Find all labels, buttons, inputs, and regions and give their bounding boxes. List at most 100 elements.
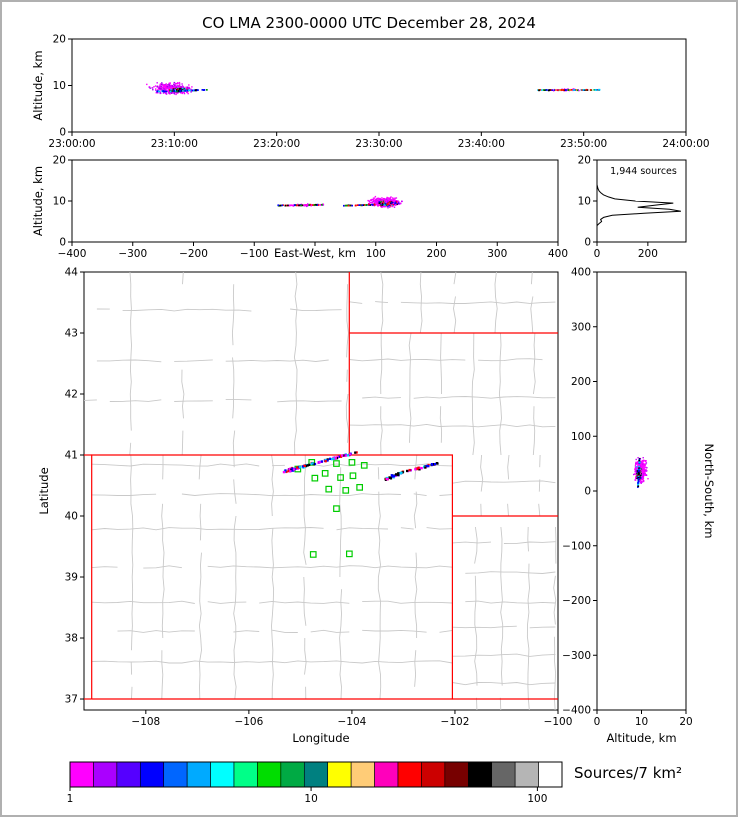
svg-text:23:20:00: 23:20:00 [253, 138, 300, 150]
svg-text:−102: −102 [441, 716, 470, 728]
svg-text:20: 20 [679, 716, 692, 728]
station-marker [333, 460, 340, 467]
svg-text:Altitude, km: Altitude, km [606, 731, 676, 745]
svg-text:23:50:00: 23:50:00 [560, 138, 607, 150]
colorbar: 1 10 100 [67, 761, 563, 805]
svg-text:10: 10 [53, 196, 66, 208]
svg-text:Altitude, km: Altitude, km [31, 166, 45, 236]
svg-text:400: 400 [571, 267, 591, 279]
svg-text:−200: −200 [179, 248, 208, 260]
station-marker [333, 505, 340, 512]
svg-text:38: 38 [65, 633, 78, 645]
svg-text:20: 20 [578, 155, 591, 167]
station-marker [309, 551, 317, 558]
svg-text:37: 37 [65, 694, 78, 706]
lma-stations [294, 459, 368, 558]
colorbar-cell [397, 761, 422, 788]
svg-text:1: 1 [67, 793, 74, 805]
svg-text:20: 20 [53, 155, 66, 167]
svg-text:0: 0 [59, 237, 66, 249]
svg-text:10: 10 [53, 80, 66, 92]
figure-title: CO LMA 2300-0000 UTC December 28, 2024 [202, 14, 536, 32]
svg-text:−104: −104 [337, 716, 366, 728]
svg-text:−200: −200 [562, 595, 591, 607]
svg-text:North-South, km: North-South, km [702, 444, 716, 539]
svg-text:−400: −400 [58, 248, 87, 260]
station-marker [325, 485, 333, 493]
colorbar-cell [514, 761, 539, 788]
station-marker [311, 474, 319, 482]
svg-text:400: 400 [548, 248, 568, 260]
svg-text:200: 200 [426, 248, 446, 260]
svg-text:43: 43 [65, 328, 78, 340]
colorbar-cell [257, 761, 282, 788]
county-lines [83, 272, 556, 711]
station-marker [346, 550, 353, 558]
station-marker [348, 459, 356, 466]
svg-text:East-West, km: East-West, km [274, 246, 356, 260]
svg-text:41: 41 [65, 450, 78, 462]
colorbar-cell [538, 761, 563, 788]
colorbar-cell [327, 761, 352, 788]
colorbar-cell [93, 761, 118, 788]
state-borders [84, 272, 558, 700]
svg-text:−300: −300 [562, 650, 591, 662]
svg-text:23:30:00: 23:30:00 [355, 138, 402, 150]
colorbar-cell [491, 761, 516, 788]
svg-text:Latitude: Latitude [37, 467, 51, 514]
svg-text:40: 40 [65, 511, 78, 523]
svg-text:−100: −100 [240, 248, 269, 260]
svg-text:39: 39 [65, 572, 78, 584]
svg-text:100: 100 [571, 431, 591, 443]
station-marker [342, 487, 350, 494]
colorbar-cell [116, 761, 141, 788]
svg-text:Longitude: Longitude [292, 731, 349, 745]
svg-text:10: 10 [304, 793, 317, 805]
colorbar-cell [467, 761, 493, 788]
colorbar-cell [444, 761, 469, 788]
svg-text:300: 300 [487, 248, 507, 260]
colorbar-cell [139, 761, 165, 788]
station-marker [321, 470, 329, 477]
svg-text:20: 20 [53, 34, 66, 46]
station-marker [360, 462, 368, 469]
svg-text:300: 300 [571, 321, 591, 333]
svg-text:44: 44 [65, 267, 79, 279]
svg-text:10: 10 [635, 716, 648, 728]
svg-text:0: 0 [584, 237, 591, 249]
station-marker [349, 472, 357, 480]
station-marker [337, 474, 344, 481]
svg-text:23:40:00: 23:40:00 [458, 138, 505, 150]
svg-text:0: 0 [584, 486, 591, 498]
svg-text:−100: −100 [562, 540, 591, 552]
time-height-panel: 23:00:00 23:10:00 23:20:00 23:30:00 23:40:00… [31, 34, 710, 151]
svg-text:24:00:00: 24:00:00 [662, 138, 709, 150]
colorbar-cell [374, 761, 399, 788]
station-marker [308, 459, 316, 466]
altitude-histogram-panel: 0 200 0 10 20 1,944 sources [578, 155, 687, 260]
svg-text:0: 0 [59, 127, 66, 139]
svg-text:−108: −108 [131, 716, 160, 728]
svg-text:100: 100 [366, 248, 386, 260]
svg-text:0: 0 [594, 716, 601, 728]
colorbar-cell [350, 761, 375, 788]
colorbar-cell [210, 761, 235, 788]
colorbar-cell [280, 761, 305, 788]
station-marker [356, 484, 363, 491]
svg-text:10: 10 [578, 196, 591, 208]
svg-text:23:10:00: 23:10:00 [151, 138, 198, 150]
colorbar-cell [303, 761, 329, 788]
svg-text:0: 0 [594, 248, 601, 260]
colorbar-cell [69, 761, 94, 788]
ns-height-panel: 0 10 20 −400 −300 −200 −100 0 100 200 300 400 Altitu… [562, 267, 716, 746]
colorbar-cell [233, 761, 258, 788]
svg-text:−400: −400 [562, 705, 591, 717]
source-count-annotation: 1,944 sources [610, 166, 677, 177]
colorbar-label: Sources/7 km² [574, 764, 683, 782]
svg-text:200: 200 [571, 376, 591, 388]
svg-text:23:00:00: 23:00:00 [48, 138, 95, 150]
svg-text:−100: −100 [544, 716, 573, 728]
map-panel: −108 −106 −104 −102 −100 37 38 39 40 41 42 43 44 Long… [37, 267, 572, 746]
